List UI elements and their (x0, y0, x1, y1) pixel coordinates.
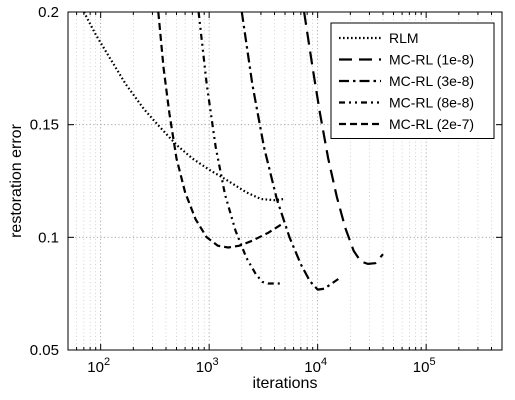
x-axis-label: iterations (253, 375, 318, 392)
y-tick-label: 0.15 (30, 117, 59, 134)
y-tick-label: 0.2 (38, 4, 59, 21)
series-line-4 (197, 12, 280, 285)
legend-label: MC-RL (3e-8) (389, 73, 474, 89)
y-tick-label: 0.05 (30, 342, 59, 359)
series-layer (82, 12, 384, 291)
series-line-5 (157, 12, 285, 249)
legend-label: MC-RL (8e-8) (389, 95, 474, 111)
y-axis-label: restoration error (8, 123, 25, 237)
series-line-2 (303, 12, 384, 265)
axis-ticks (67, 11, 503, 351)
x-tick-label: 102 (87, 356, 110, 376)
x-tick-label: 103 (196, 356, 219, 376)
grid-lines (67, 12, 503, 350)
legend-label: RLM (389, 30, 419, 46)
legend: RLM MC-RL (1e-8) MC-RL (3e-8) MC-RL (8e-8) M… (330, 22, 495, 139)
series-line-1 (82, 12, 285, 202)
legend-label: MC-RL (1e-8) (389, 52, 474, 68)
x-tick-label: 104 (304, 356, 327, 376)
x-tick-label: 105 (413, 356, 436, 376)
x-tick-labels: 102 103 104 105 (87, 356, 435, 376)
series-line-3 (240, 12, 339, 291)
legend-box (330, 22, 495, 139)
y-tick-label: 0.1 (38, 229, 59, 246)
y-tick-labels: 0.05 0.1 0.15 0.2 (30, 4, 59, 359)
legend-label: MC-RL (2e-7) (389, 116, 474, 132)
